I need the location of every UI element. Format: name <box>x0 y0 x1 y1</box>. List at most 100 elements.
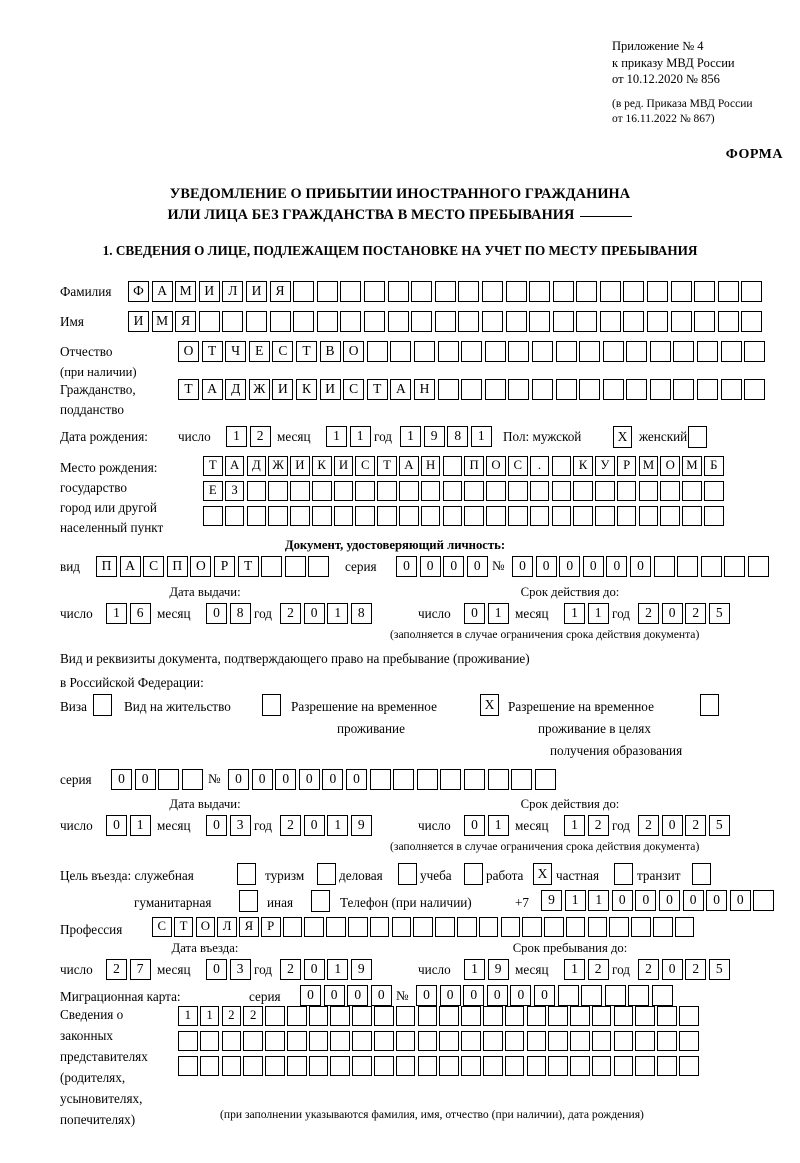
char-cell[interactable] <box>481 281 503 302</box>
char-cell[interactable] <box>442 456 463 476</box>
char-cell[interactable]: 2 <box>280 815 301 836</box>
char-cell[interactable]: 1 <box>564 815 585 836</box>
char-cell[interactable] <box>505 281 527 302</box>
char-cell[interactable] <box>573 506 593 526</box>
char-cell[interactable]: П <box>96 556 117 577</box>
char-cell[interactable]: Т <box>295 341 317 362</box>
char-cell[interactable] <box>635 1031 655 1051</box>
char-cell[interactable] <box>507 481 528 501</box>
char-cell[interactable] <box>570 1006 590 1026</box>
char-cell[interactable]: 1 <box>564 890 586 911</box>
char-cell[interactable] <box>747 556 769 577</box>
char-cell[interactable] <box>411 311 433 332</box>
char-cell[interactable] <box>487 769 509 790</box>
char-cell[interactable]: 0 <box>228 769 249 790</box>
char-cell[interactable] <box>744 379 766 400</box>
char-cell[interactable] <box>724 556 746 577</box>
char-cell[interactable] <box>694 311 716 332</box>
sex-female-checkbox[interactable] <box>688 426 707 448</box>
char-cell[interactable] <box>531 379 553 400</box>
char-cell[interactable] <box>333 506 354 526</box>
char-cell[interactable]: 2 <box>638 815 659 836</box>
char-cell[interactable]: 1 <box>327 603 349 624</box>
char-cell[interactable]: С <box>355 456 376 476</box>
char-cell[interactable] <box>478 917 499 937</box>
char-cell[interactable]: 2 <box>106 959 127 980</box>
char-cell[interactable] <box>670 281 692 302</box>
char-cell[interactable] <box>439 1031 459 1051</box>
char-cell[interactable]: 1 <box>129 815 151 836</box>
char-cell[interactable]: С <box>152 917 172 937</box>
char-cell[interactable] <box>694 281 716 302</box>
char-cell[interactable]: 1 <box>326 426 347 447</box>
char-cell[interactable]: 1 <box>199 1006 220 1026</box>
char-cell[interactable]: 0 <box>134 769 156 790</box>
visa-checkbox[interactable] <box>93 694 112 716</box>
char-cell[interactable] <box>221 1031 242 1051</box>
char-cell[interactable] <box>504 1056 525 1076</box>
char-cell[interactable] <box>557 985 579 1006</box>
char-cell[interactable] <box>697 379 719 400</box>
char-cell[interactable] <box>265 1006 285 1026</box>
char-cell[interactable]: 1 <box>487 815 509 836</box>
char-cell[interactable] <box>591 1006 612 1026</box>
char-cell[interactable]: В <box>319 341 341 362</box>
char-cell[interactable]: М <box>682 456 702 476</box>
char-cell[interactable]: А <box>201 379 223 400</box>
char-cell[interactable] <box>377 481 397 501</box>
char-cell[interactable] <box>529 481 550 501</box>
char-cell[interactable]: 1 <box>464 959 485 980</box>
char-cell[interactable]: 1 <box>226 426 247 447</box>
char-cell[interactable] <box>369 917 390 937</box>
char-cell[interactable] <box>616 506 637 526</box>
char-cell[interactable] <box>290 506 310 526</box>
char-cell[interactable]: 9 <box>541 890 562 911</box>
char-cell[interactable] <box>649 341 671 362</box>
char-cell[interactable]: А <box>390 379 412 400</box>
purpose-tourism-checkbox[interactable] <box>317 863 336 885</box>
char-cell[interactable] <box>591 1056 612 1076</box>
char-cell[interactable]: 8 <box>447 426 469 447</box>
char-cell[interactable] <box>626 379 648 400</box>
char-cell[interactable]: 2 <box>638 603 659 624</box>
char-cell[interactable] <box>293 311 315 332</box>
char-cell[interactable]: А <box>399 456 419 476</box>
char-cell[interactable] <box>261 556 283 577</box>
char-cell[interactable] <box>181 769 203 790</box>
char-cell[interactable] <box>484 379 506 400</box>
char-cell[interactable] <box>599 311 621 332</box>
char-cell[interactable] <box>464 481 484 501</box>
char-cell[interactable] <box>246 481 267 501</box>
char-cell[interactable] <box>744 341 766 362</box>
char-cell[interactable]: 1 <box>327 815 349 836</box>
char-cell[interactable] <box>623 281 645 302</box>
purpose-private-checkbox[interactable] <box>614 863 633 885</box>
char-cell[interactable]: 1 <box>106 603 127 624</box>
char-cell[interactable] <box>369 769 391 790</box>
char-cell[interactable]: 1 <box>588 890 610 911</box>
char-cell[interactable]: 0 <box>486 985 508 1006</box>
char-cell[interactable] <box>526 1056 547 1076</box>
char-cell[interactable]: 0 <box>206 959 227 980</box>
char-cell[interactable]: Д <box>246 456 267 476</box>
char-cell[interactable]: 9 <box>423 426 445 447</box>
birthplace-row-3-cells[interactable] <box>203 506 726 526</box>
char-cell[interactable]: 0 <box>661 815 683 836</box>
char-cell[interactable]: 0 <box>443 556 465 577</box>
char-cell[interactable]: Л <box>222 281 244 302</box>
char-cell[interactable]: 0 <box>635 890 657 911</box>
char-cell[interactable]: 2 <box>685 815 707 836</box>
